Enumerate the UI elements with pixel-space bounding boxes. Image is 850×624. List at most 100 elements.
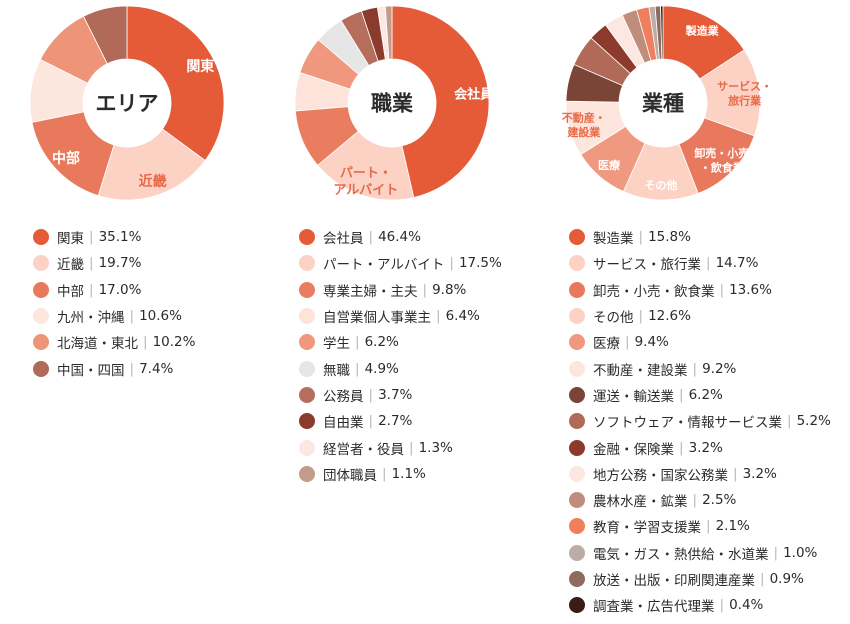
legend-separator: | — [368, 386, 374, 403]
legend-value: 3.2% — [742, 465, 777, 482]
legend-separator: | — [436, 308, 441, 325]
legend-item: 自由業 | 2.7% — [299, 408, 502, 434]
slice-label: 製造業 — [685, 24, 720, 38]
slice-label: 卸売・小売・飲食業 — [694, 146, 749, 174]
legend-separator: | — [355, 360, 360, 377]
legend-label: 学生 — [323, 336, 350, 353]
legend-swatch — [569, 439, 585, 456]
legend-value: 9.2% — [702, 360, 737, 377]
legend-separator: | — [692, 360, 698, 377]
legend-item: 学生 | 6.2% — [299, 329, 502, 355]
legend-separator: | — [368, 229, 374, 246]
legend-label: 自営業個人事業主 — [323, 310, 431, 327]
legend-item: 関東 | 35.1% — [33, 224, 195, 250]
legend-item: 運送・輸送業 | 6.2% — [569, 382, 831, 408]
donut-hole — [83, 59, 171, 147]
legend-label: 製造業 — [593, 231, 634, 248]
legend-separator: | — [625, 334, 630, 351]
legend-item: 無職 | 4.9% — [299, 355, 502, 381]
legend-label: ソフトウェア・情報サービス業 — [593, 415, 782, 432]
legend-value: 10.2% — [152, 334, 196, 351]
legend-label: 公務員 — [323, 388, 364, 405]
legend-item: ソフトウェア・情報サービス業 | 5.2% — [569, 408, 831, 434]
legend-label: 地方公務・国家公務業 — [593, 467, 728, 484]
legend-label: 無職 — [323, 362, 350, 379]
donut-hole — [348, 59, 436, 147]
slice-label: サービス・旅行業 — [717, 79, 772, 107]
legend-value: 17.0% — [98, 281, 142, 298]
legend-label: 卸売・小売・飲食業 — [593, 283, 715, 300]
legend-label: 金融・保険業 — [593, 441, 674, 458]
legend-label: 放送・出版・印刷関連産業 — [593, 573, 755, 589]
legend-item: パート・アルバイト | 17.5% — [299, 250, 502, 276]
chart-panel-industry: 製造業 サービス・旅行業 卸売・小売・飲食業 その他 医療 不動産・建設業 業種 製造業 | 1… — [550, 0, 850, 624]
legend-value: 2.1% — [715, 518, 750, 535]
legend-separator: | — [368, 413, 374, 430]
legend-label: 調査業・広告代理業 — [593, 599, 715, 616]
legend-label: 専業主婦・主夫 — [323, 283, 418, 300]
legend-separator: | — [706, 518, 711, 535]
legend-industry: 製造業 | 15.8% サービス・旅行業 | 14.7% 卸売・小売・飲食業 | 13.6% その… — [569, 224, 831, 618]
legend-value: 19.7% — [98, 255, 142, 272]
slice-label: 医療 — [598, 158, 621, 172]
legend-label: 北海道・東北 — [57, 336, 138, 353]
legend-item: 九州・沖縄 | 10.6% — [33, 303, 195, 329]
legend-item: サービス・旅行業 | 14.7% — [569, 250, 831, 276]
legend-value: 0.4% — [729, 597, 764, 614]
legend-item: 中国・四国 | 7.4% — [33, 355, 195, 381]
chart-panel-occupation: 会社員 パート・アルバイト 職業 会社員 | 46.4% パート・アルバイト | 17.5% 専… — [280, 0, 550, 624]
legend-item: 専業主婦・主夫 | 9.8% — [299, 277, 502, 303]
legend-separator: | — [787, 413, 792, 430]
legend-swatch — [569, 544, 585, 561]
legend-label: その他 — [593, 310, 634, 327]
legend-label: 九州・沖縄 — [57, 310, 125, 327]
legend-swatch — [569, 360, 585, 377]
legend-item: 農林水産・鉱業 | 2.5% — [569, 487, 831, 513]
slice-label: 中部 — [52, 150, 80, 167]
legend-value: 1.3% — [418, 439, 453, 456]
legend-swatch — [299, 308, 315, 325]
legend-swatch — [569, 413, 585, 430]
legend-swatch — [299, 413, 315, 430]
donut-hole — [619, 59, 707, 147]
chart-title: 業種 — [642, 92, 684, 116]
legend-separator: | — [638, 308, 644, 325]
legend-separator: | — [129, 360, 135, 377]
legend-value: 2.5% — [702, 492, 737, 509]
legend-item: その他 | 12.6% — [569, 303, 831, 329]
legend-separator: | — [692, 492, 698, 509]
legend-item: 団体職員 | 1.1% — [299, 461, 502, 487]
legend-separator: | — [679, 439, 684, 456]
legend-label: パート・アルバイト — [323, 257, 445, 274]
legend-swatch — [569, 465, 585, 482]
legend-swatch — [569, 281, 585, 298]
legend-separator: | — [719, 281, 725, 298]
legend-swatch — [569, 229, 585, 246]
legend-value: 6.4% — [445, 308, 480, 325]
legend-swatch — [299, 386, 315, 403]
legend-item: 地方公務・国家公務業 | 3.2% — [569, 461, 831, 487]
legend-value: 5.2% — [796, 413, 831, 430]
legend-item: 中部 | 17.0% — [33, 277, 195, 303]
legend-item: 放送・出版・印刷関連産業 | 0.9% — [569, 566, 831, 592]
legend-value: 1.0% — [783, 544, 818, 561]
legend-swatch — [33, 334, 49, 351]
legend-item: 卸売・小売・飲食業 | 13.6% — [569, 277, 831, 303]
legend-separator: | — [719, 597, 725, 614]
legend-swatch — [569, 334, 585, 351]
slice-label: その他 — [644, 178, 677, 192]
legend-separator: | — [773, 544, 779, 561]
legend-item: 経営者・役員 | 1.3% — [299, 434, 502, 460]
legend-item: 金融・保険業 | 3.2% — [569, 434, 831, 460]
legend-swatch — [569, 255, 585, 272]
legend-swatch — [569, 386, 585, 403]
legend-value: 9.4% — [634, 334, 669, 351]
legend-swatch — [299, 360, 315, 377]
legend-label: 会社員 — [323, 231, 364, 248]
legend-swatch — [299, 465, 315, 482]
legend-value: 2.7% — [378, 413, 413, 430]
legend-label: 団体職員 — [323, 467, 377, 484]
legend-item: 医療 | 9.4% — [569, 329, 831, 355]
